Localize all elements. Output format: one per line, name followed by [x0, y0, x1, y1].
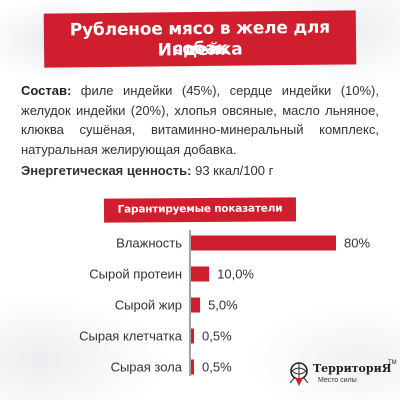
value-bar: [191, 266, 210, 282]
value-label: 80%: [344, 236, 370, 251]
category-label: Сырой протеин: [89, 267, 182, 282]
category-label: Сырая клетчатка: [79, 329, 183, 344]
chart-title: Гарантируемые показатели: [117, 202, 283, 216]
energy-label: Энергетическая ценность:: [21, 163, 192, 178]
title-banner: Рубленое мясо в желе для собак Индейка: [43, 10, 357, 68]
product-flavor: Индейка: [157, 39, 243, 61]
energy-value: 93 ккал/100 г: [191, 163, 274, 178]
category-label: Влажность: [116, 236, 182, 251]
brand-logo: ТерриториЯ TM Место силы: [288, 358, 398, 396]
value-label: 5,0%: [208, 298, 238, 313]
globe-pin-icon: [289, 362, 309, 386]
value-label: 0,5%: [202, 360, 232, 375]
energy-value-line: Энергетическая ценность: 93 ккал/100 г: [21, 162, 379, 180]
chart-title-banner: Гарантируемые показатели: [103, 197, 297, 223]
brand-tagline: Место силы: [318, 377, 357, 384]
category-label: Сырой жир: [115, 298, 182, 313]
composition-label: Состав:: [21, 83, 72, 98]
value-bar: [191, 328, 194, 344]
composition-paragraph: Состав: филе индейки (45%), сердце индей…: [21, 81, 379, 159]
category-label: Сырая зола: [111, 360, 183, 375]
brand-name: ТерриториЯ: [313, 362, 392, 375]
value-label: 10,0%: [217, 267, 254, 282]
value-bar: [191, 235, 336, 251]
guaranteed-values-bar-chart: Влажность 80% Сырой протеин 10,0% Сырой жир 5…: [79, 230, 370, 376]
value-bar: [191, 359, 194, 375]
value-label: 0,5%: [202, 329, 232, 344]
brand-trademark: TM: [388, 360, 397, 366]
value-bar: [191, 297, 201, 313]
composition-text: филе индейки (45%), сердце индейки (10%)…: [21, 83, 379, 157]
